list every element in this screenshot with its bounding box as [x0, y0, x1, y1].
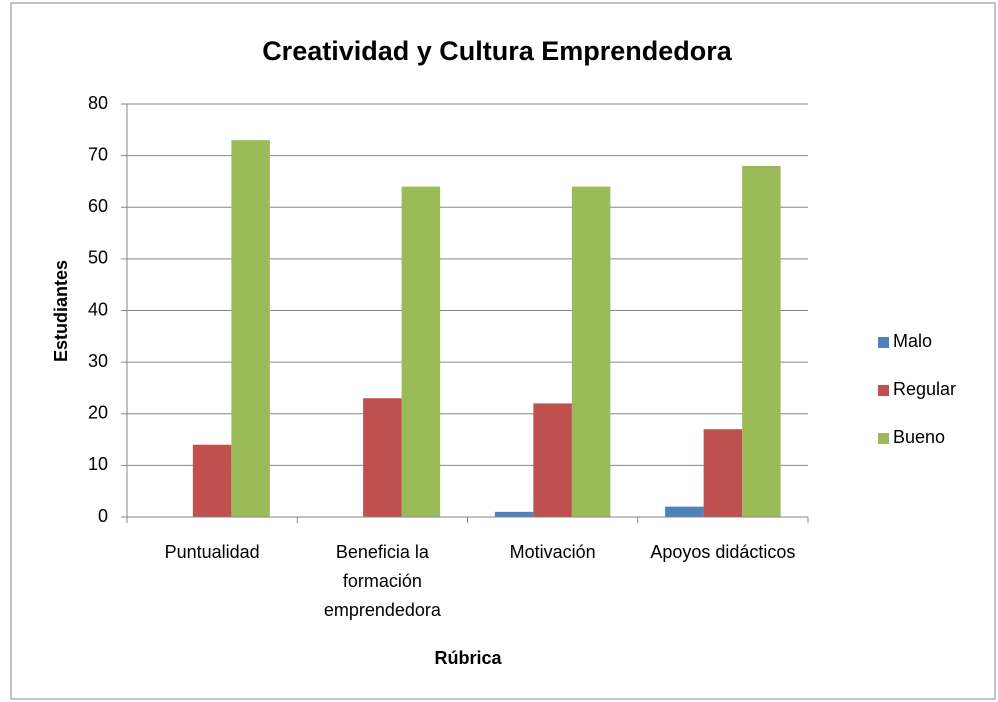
- y-tick-label: 20: [88, 403, 108, 423]
- y-tick-label: 50: [88, 248, 108, 268]
- bar: [665, 506, 704, 517]
- bar: [571, 186, 611, 517]
- bar: [533, 403, 572, 517]
- y-tick-label: 70: [88, 144, 108, 164]
- y-axis-label: Estudiantes: [51, 260, 71, 362]
- x-tick-label: Apoyos didácticos: [650, 542, 796, 562]
- legend-swatch: [878, 337, 889, 348]
- x-tick-label: Puntualidad: [164, 542, 260, 562]
- bar: [363, 398, 402, 517]
- legend-swatch: [878, 433, 889, 444]
- y-tick-label: 0: [98, 506, 108, 526]
- y-tick-label: 10: [88, 454, 108, 474]
- legend-label: Bueno: [893, 427, 945, 447]
- chart-title: Creatividad y Cultura Emprendedora: [262, 36, 733, 66]
- bar: [742, 165, 781, 517]
- y-tick-label: 40: [88, 299, 108, 319]
- bar: [401, 186, 441, 517]
- legend-swatch: [878, 385, 889, 396]
- legend-label: Malo: [893, 331, 932, 351]
- bar: [231, 140, 270, 517]
- x-axis-label: Rúbrica: [434, 648, 502, 668]
- x-tick-label: Beneficia la formación emprendedora: [323, 542, 441, 620]
- chart-border: [10, 2, 996, 700]
- x-tick-label: Motivación: [509, 542, 596, 562]
- y-tick-label: 30: [88, 351, 108, 371]
- bar: [703, 429, 743, 517]
- legend-label: Regular: [893, 379, 956, 399]
- bar: [494, 511, 534, 517]
- y-tick-label: 80: [88, 93, 108, 113]
- bar: [192, 444, 232, 517]
- y-tick-label: 60: [88, 196, 108, 216]
